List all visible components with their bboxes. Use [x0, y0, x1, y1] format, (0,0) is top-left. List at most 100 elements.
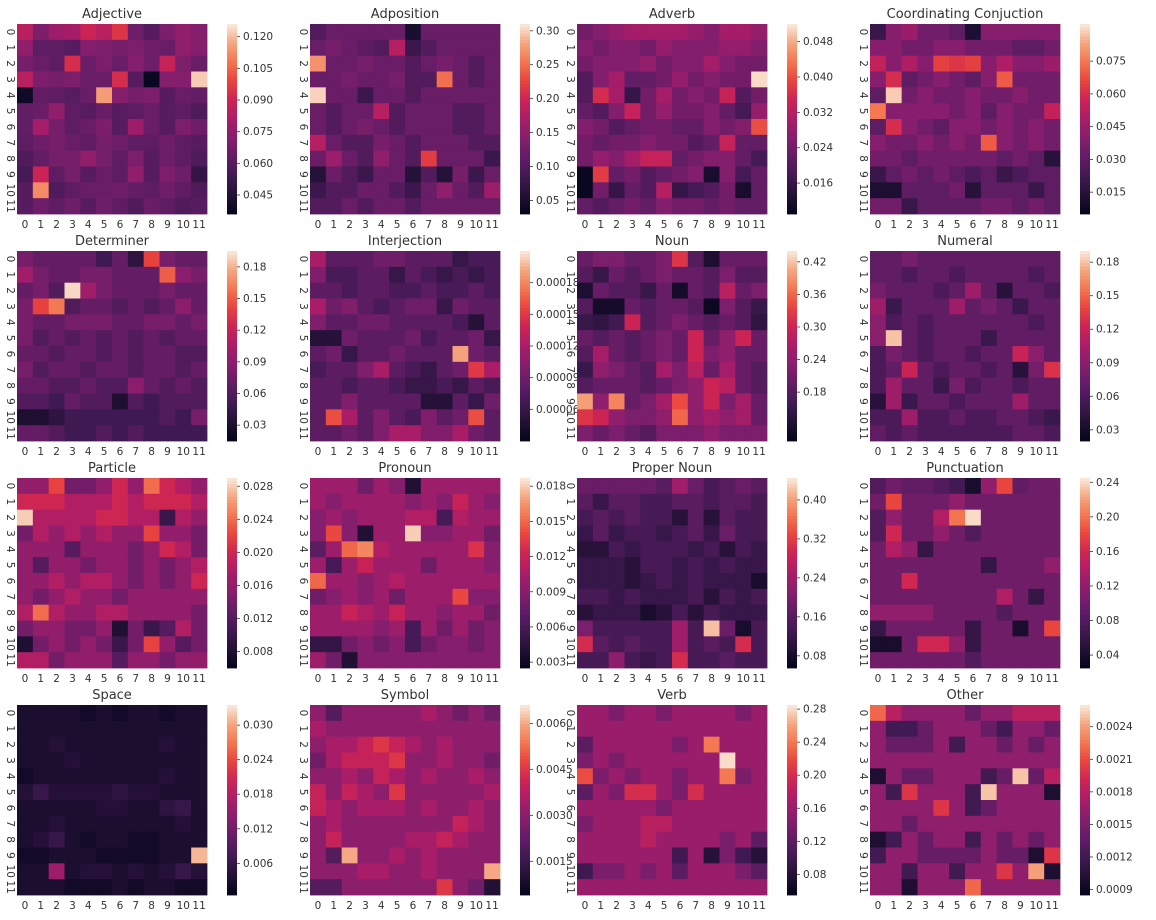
heatmap-cell: [672, 71, 689, 88]
heatmap-cell: [64, 103, 81, 120]
heatmap-cell: [608, 409, 625, 426]
heatmap-cell: [143, 71, 160, 88]
heatmap-cell: [17, 377, 34, 394]
heatmap-cell: [885, 573, 903, 590]
heatmap-cell: [127, 134, 145, 152]
heatmap-cell: [901, 557, 918, 574]
heatmap-cell: [436, 620, 453, 637]
x-tick-label: 2: [346, 900, 353, 912]
heatmap-cell: [640, 409, 657, 426]
colorbar-segment: [787, 273, 797, 277]
colorbar-segment: [1080, 207, 1090, 212]
colorbar-segment: [787, 207, 797, 212]
heatmap-cell: [32, 800, 50, 817]
heatmap-cell: [17, 493, 34, 511]
heatmap-cell: [735, 620, 752, 637]
colorbar-segment: [1080, 368, 1090, 372]
x-tick-label: 3: [69, 446, 76, 458]
heatmap-cell: [357, 150, 374, 167]
heatmap-cell: [159, 298, 176, 315]
heatmap-cell: [484, 150, 501, 167]
heatmap-cell: [127, 705, 145, 722]
x-tick-label: 1: [890, 673, 897, 685]
heatmap-cell: [484, 393, 501, 410]
heatmap-cell: [719, 720, 736, 738]
heatmap-cell: [80, 39, 97, 57]
heatmap-cell: [80, 620, 97, 637]
heatmap-cell: [687, 478, 705, 495]
x-tick-label: 0: [22, 673, 29, 685]
heatmap-cell: [159, 720, 176, 738]
heatmap-cell: [452, 720, 469, 738]
x-tick-label: 4: [85, 900, 92, 912]
heatmap-cell: [175, 87, 192, 104]
heatmap-cell: [484, 24, 501, 41]
heatmap-cell: [420, 103, 438, 120]
heatmap-cell: [933, 604, 950, 621]
heatmap-cell: [80, 314, 97, 331]
heatmap-cell: [325, 198, 343, 215]
colorbar-segment: [227, 853, 237, 858]
heatmap-cell: [608, 478, 625, 495]
heatmap-cell: [48, 182, 65, 199]
heatmap-cell: [751, 134, 768, 152]
heatmap-cell: [996, 166, 1013, 183]
heatmap-cell: [325, 525, 343, 542]
heatmap-cell: [32, 182, 50, 199]
heatmap-cell: [703, 39, 720, 57]
y-tick-label: 0: [564, 29, 576, 36]
heatmap-cell: [885, 314, 903, 331]
heatmap-cell: [341, 361, 358, 379]
heatmap-cell: [389, 119, 406, 136]
colorbar-segment: [787, 493, 797, 498]
heatmap-cell: [751, 282, 768, 299]
heatmap-cell: [577, 588, 594, 606]
colorbar-segment: [227, 857, 237, 861]
heatmap-cell: [96, 198, 113, 215]
heatmap-cell: [624, 119, 641, 136]
heatmap-cell: [341, 198, 358, 215]
heatmap-cell: [191, 573, 208, 590]
colorbar-segment: [227, 493, 237, 498]
heatmap-cell: [32, 478, 50, 495]
heatmap-cell: [980, 377, 998, 394]
heatmap-cell: [64, 736, 81, 753]
colorbar-segment: [520, 857, 530, 861]
heatmap-cell: [751, 831, 768, 848]
heatmap-cell: [687, 71, 705, 88]
heatmap-cell: [96, 298, 113, 315]
x-tick-label: 2: [906, 446, 913, 458]
heatmap-cell: [980, 652, 998, 669]
heatmap-cell: [341, 150, 358, 167]
x-tick-label: 5: [954, 446, 961, 458]
heatmap-cell: [624, 800, 641, 817]
colorbar-segment: [1080, 39, 1090, 44]
y-tick-label: 2: [297, 60, 309, 67]
heatmap-cell: [1044, 282, 1061, 299]
heatmap-cell: [577, 652, 594, 669]
y-tick-label: 7: [297, 139, 309, 146]
colorbar-segment: [520, 336, 530, 341]
x-tick-label: 0: [315, 446, 322, 458]
heatmap-cell: [436, 784, 453, 801]
heatmap-cell: [735, 393, 752, 410]
heatmap-cell: [1044, 409, 1061, 426]
heatmap-cell: [420, 525, 438, 542]
colorbar-segment: [520, 58, 530, 63]
x-tick-label: 11: [192, 219, 205, 231]
x-tick-label: 3: [629, 900, 636, 912]
heatmap-cell: [436, 752, 453, 769]
colorbar-segment: [1080, 614, 1090, 618]
heatmap-cell: [48, 55, 65, 72]
colorbar-segment: [227, 863, 237, 867]
heatmap-cell: [870, 330, 887, 347]
heatmap-cell: [965, 134, 982, 152]
colorbar-segment: [227, 573, 237, 577]
heatmap-cell: [1012, 800, 1029, 817]
heatmap-cell: [933, 24, 950, 41]
colorbar-segment: [520, 308, 530, 312]
heatmap-cell: [592, 831, 610, 848]
heatmap-cell: [640, 620, 657, 637]
heatmap-cell: [901, 541, 918, 558]
colorbar-segment: [1080, 46, 1090, 50]
